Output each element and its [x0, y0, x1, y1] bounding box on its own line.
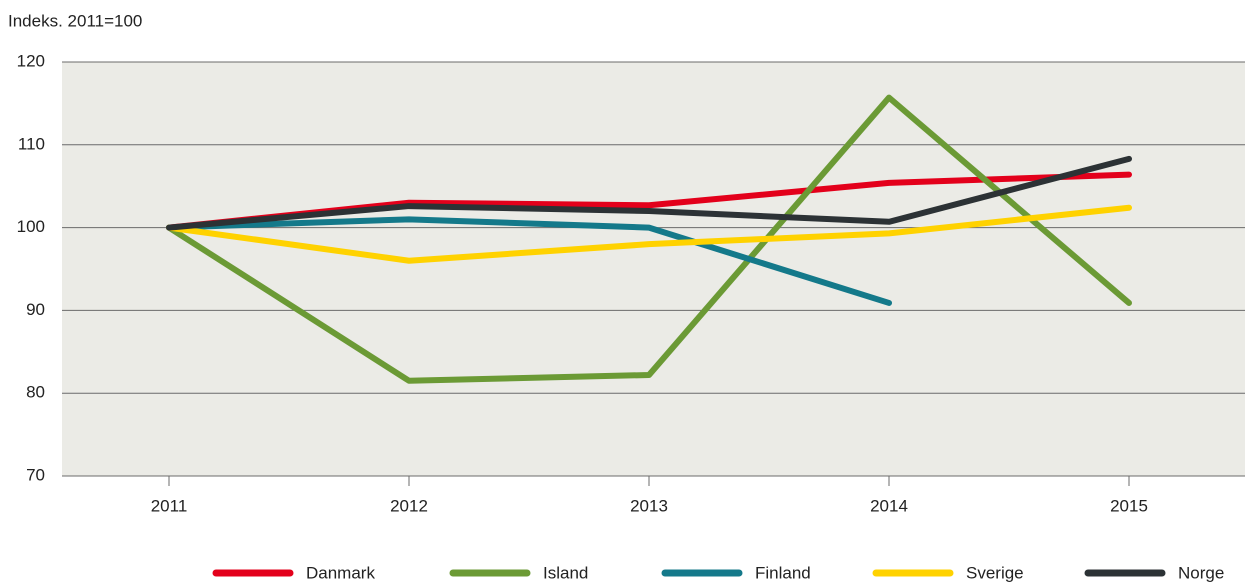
y-tick-label: 110	[18, 134, 45, 153]
x-tick-label: 2011	[151, 496, 188, 515]
legend-label: Island	[543, 563, 588, 582]
x-tick-label: 2015	[1110, 496, 1148, 515]
y-tick-label: 90	[26, 300, 45, 319]
x-tick-label: 2013	[630, 496, 668, 515]
y-tick-label: 120	[17, 51, 45, 70]
plot-area	[62, 62, 1245, 476]
series-line	[166, 94, 1132, 384]
series-line	[166, 155, 1132, 231]
legend-label: Norge	[1178, 563, 1224, 582]
legend-label: Danmark	[306, 563, 375, 582]
x-tick-label: 2012	[390, 496, 428, 515]
series-line	[166, 204, 1132, 264]
legend-label: Finland	[755, 563, 811, 582]
legend-label: Sverige	[966, 563, 1024, 582]
y-tick-label: 70	[26, 465, 45, 484]
x-tick-label: 2014	[870, 496, 908, 515]
y-axis-label: Indeks. 2011=100	[8, 11, 142, 30]
series-line	[166, 216, 892, 306]
y-tick-label: 100	[17, 217, 45, 236]
y-tick-label: 80	[26, 383, 45, 402]
